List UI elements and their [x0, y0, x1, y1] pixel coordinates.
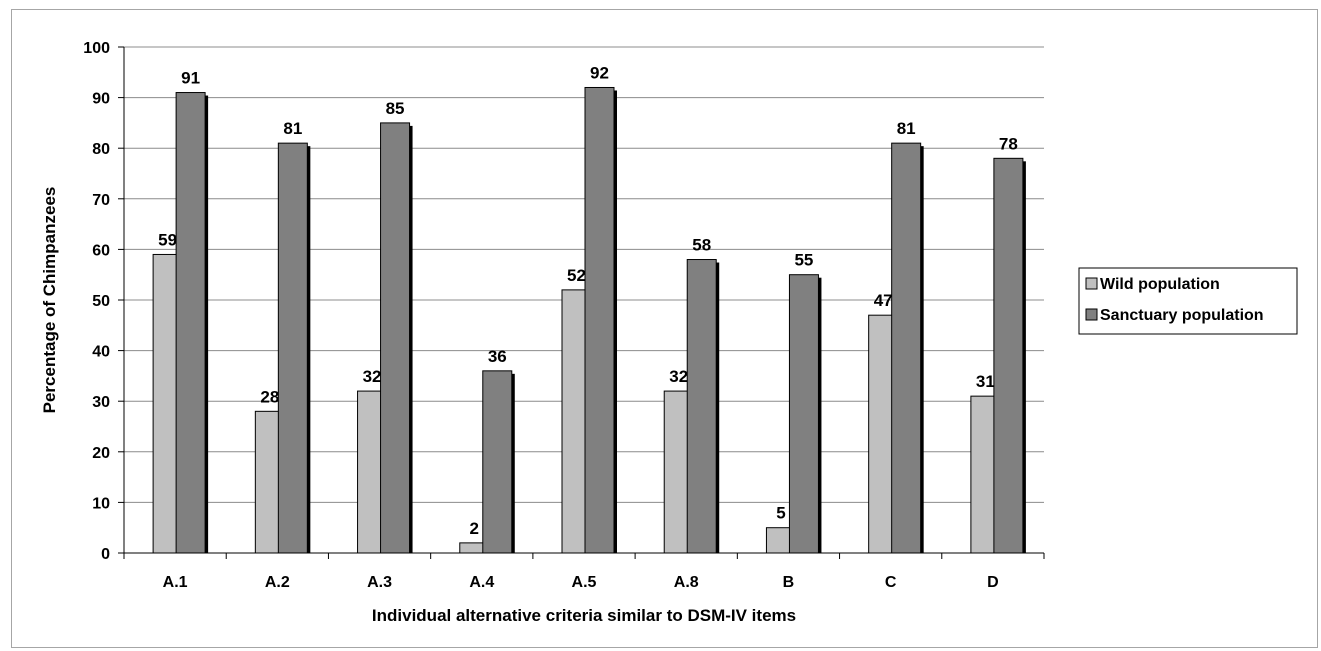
y-tick-label: 90 [92, 91, 110, 108]
bar-sanctuary [686, 259, 717, 554]
data-label: 32 [669, 367, 688, 386]
y-tick-label: 50 [92, 293, 110, 310]
legend-label: Wild population [1100, 276, 1220, 293]
y-tick-label: 60 [92, 242, 110, 259]
y-tick-label: 70 [92, 192, 110, 209]
y-tick-label: 0 [101, 546, 110, 563]
data-label: 81 [897, 119, 916, 138]
legend-swatch [1085, 277, 1098, 290]
bar-sanctuary [380, 122, 411, 554]
data-label: 2 [470, 519, 479, 538]
bar-sanctuary [175, 92, 206, 554]
y-tick-label: 20 [92, 445, 110, 462]
y-tick-label: 80 [92, 141, 110, 158]
data-label: 32 [363, 367, 382, 386]
x-tick-label: A.1 [163, 574, 188, 591]
data-label: 36 [488, 347, 507, 366]
axes [123, 47, 1044, 554]
data-label: 58 [692, 236, 711, 255]
y-tick-label: 10 [92, 495, 110, 512]
data-label: 92 [590, 63, 609, 82]
bar-sanctuary [788, 274, 819, 554]
x-axis-title: Individual alternative criteria similar … [372, 606, 796, 625]
bar-sanctuary [277, 142, 308, 554]
legend-label: Sanctuary population [1100, 307, 1264, 324]
legend-swatch [1085, 308, 1098, 321]
bar-sanctuary [584, 86, 615, 554]
x-tick-label: D [987, 574, 999, 591]
x-tick-label: A.5 [572, 574, 597, 591]
y-tick-label: 30 [92, 394, 110, 411]
data-label: 59 [158, 230, 177, 249]
data-label: 28 [260, 387, 279, 406]
data-label: 55 [794, 251, 813, 270]
bar-sanctuary [482, 370, 513, 554]
legend-box [1078, 267, 1298, 335]
x-tick-label: A.8 [674, 574, 699, 591]
data-label: 85 [386, 99, 405, 118]
x-axis-ticks: A.1 A.2 A.3 A.4 A.5 A.8 B C D [123, 553, 1045, 591]
data-label: 81 [283, 119, 302, 138]
x-tick-label: A.3 [367, 574, 392, 591]
data-label: 91 [181, 69, 200, 88]
y-axis-ticks: 0 10 20 30 40 50 60 70 80 90 100 [83, 40, 124, 563]
data-label: 78 [999, 134, 1018, 153]
data-label: 47 [874, 291, 893, 310]
x-tick-label: B [783, 574, 795, 591]
data-label: 52 [567, 266, 586, 285]
bar-sanctuary [993, 157, 1024, 554]
y-tick-label: 100 [83, 40, 110, 57]
y-axis-title: Percentage of Chimpanzees [40, 187, 59, 414]
legend: Wild population Sanctuary population [1078, 267, 1298, 335]
y-tick-label: 40 [92, 344, 110, 361]
x-tick-label: C [885, 574, 897, 591]
x-tick-label: A.2 [265, 574, 290, 591]
x-tick-label: A.4 [469, 574, 494, 591]
data-label: 5 [776, 504, 785, 523]
bar-sanctuary [891, 142, 922, 554]
data-label: 31 [976, 372, 995, 391]
